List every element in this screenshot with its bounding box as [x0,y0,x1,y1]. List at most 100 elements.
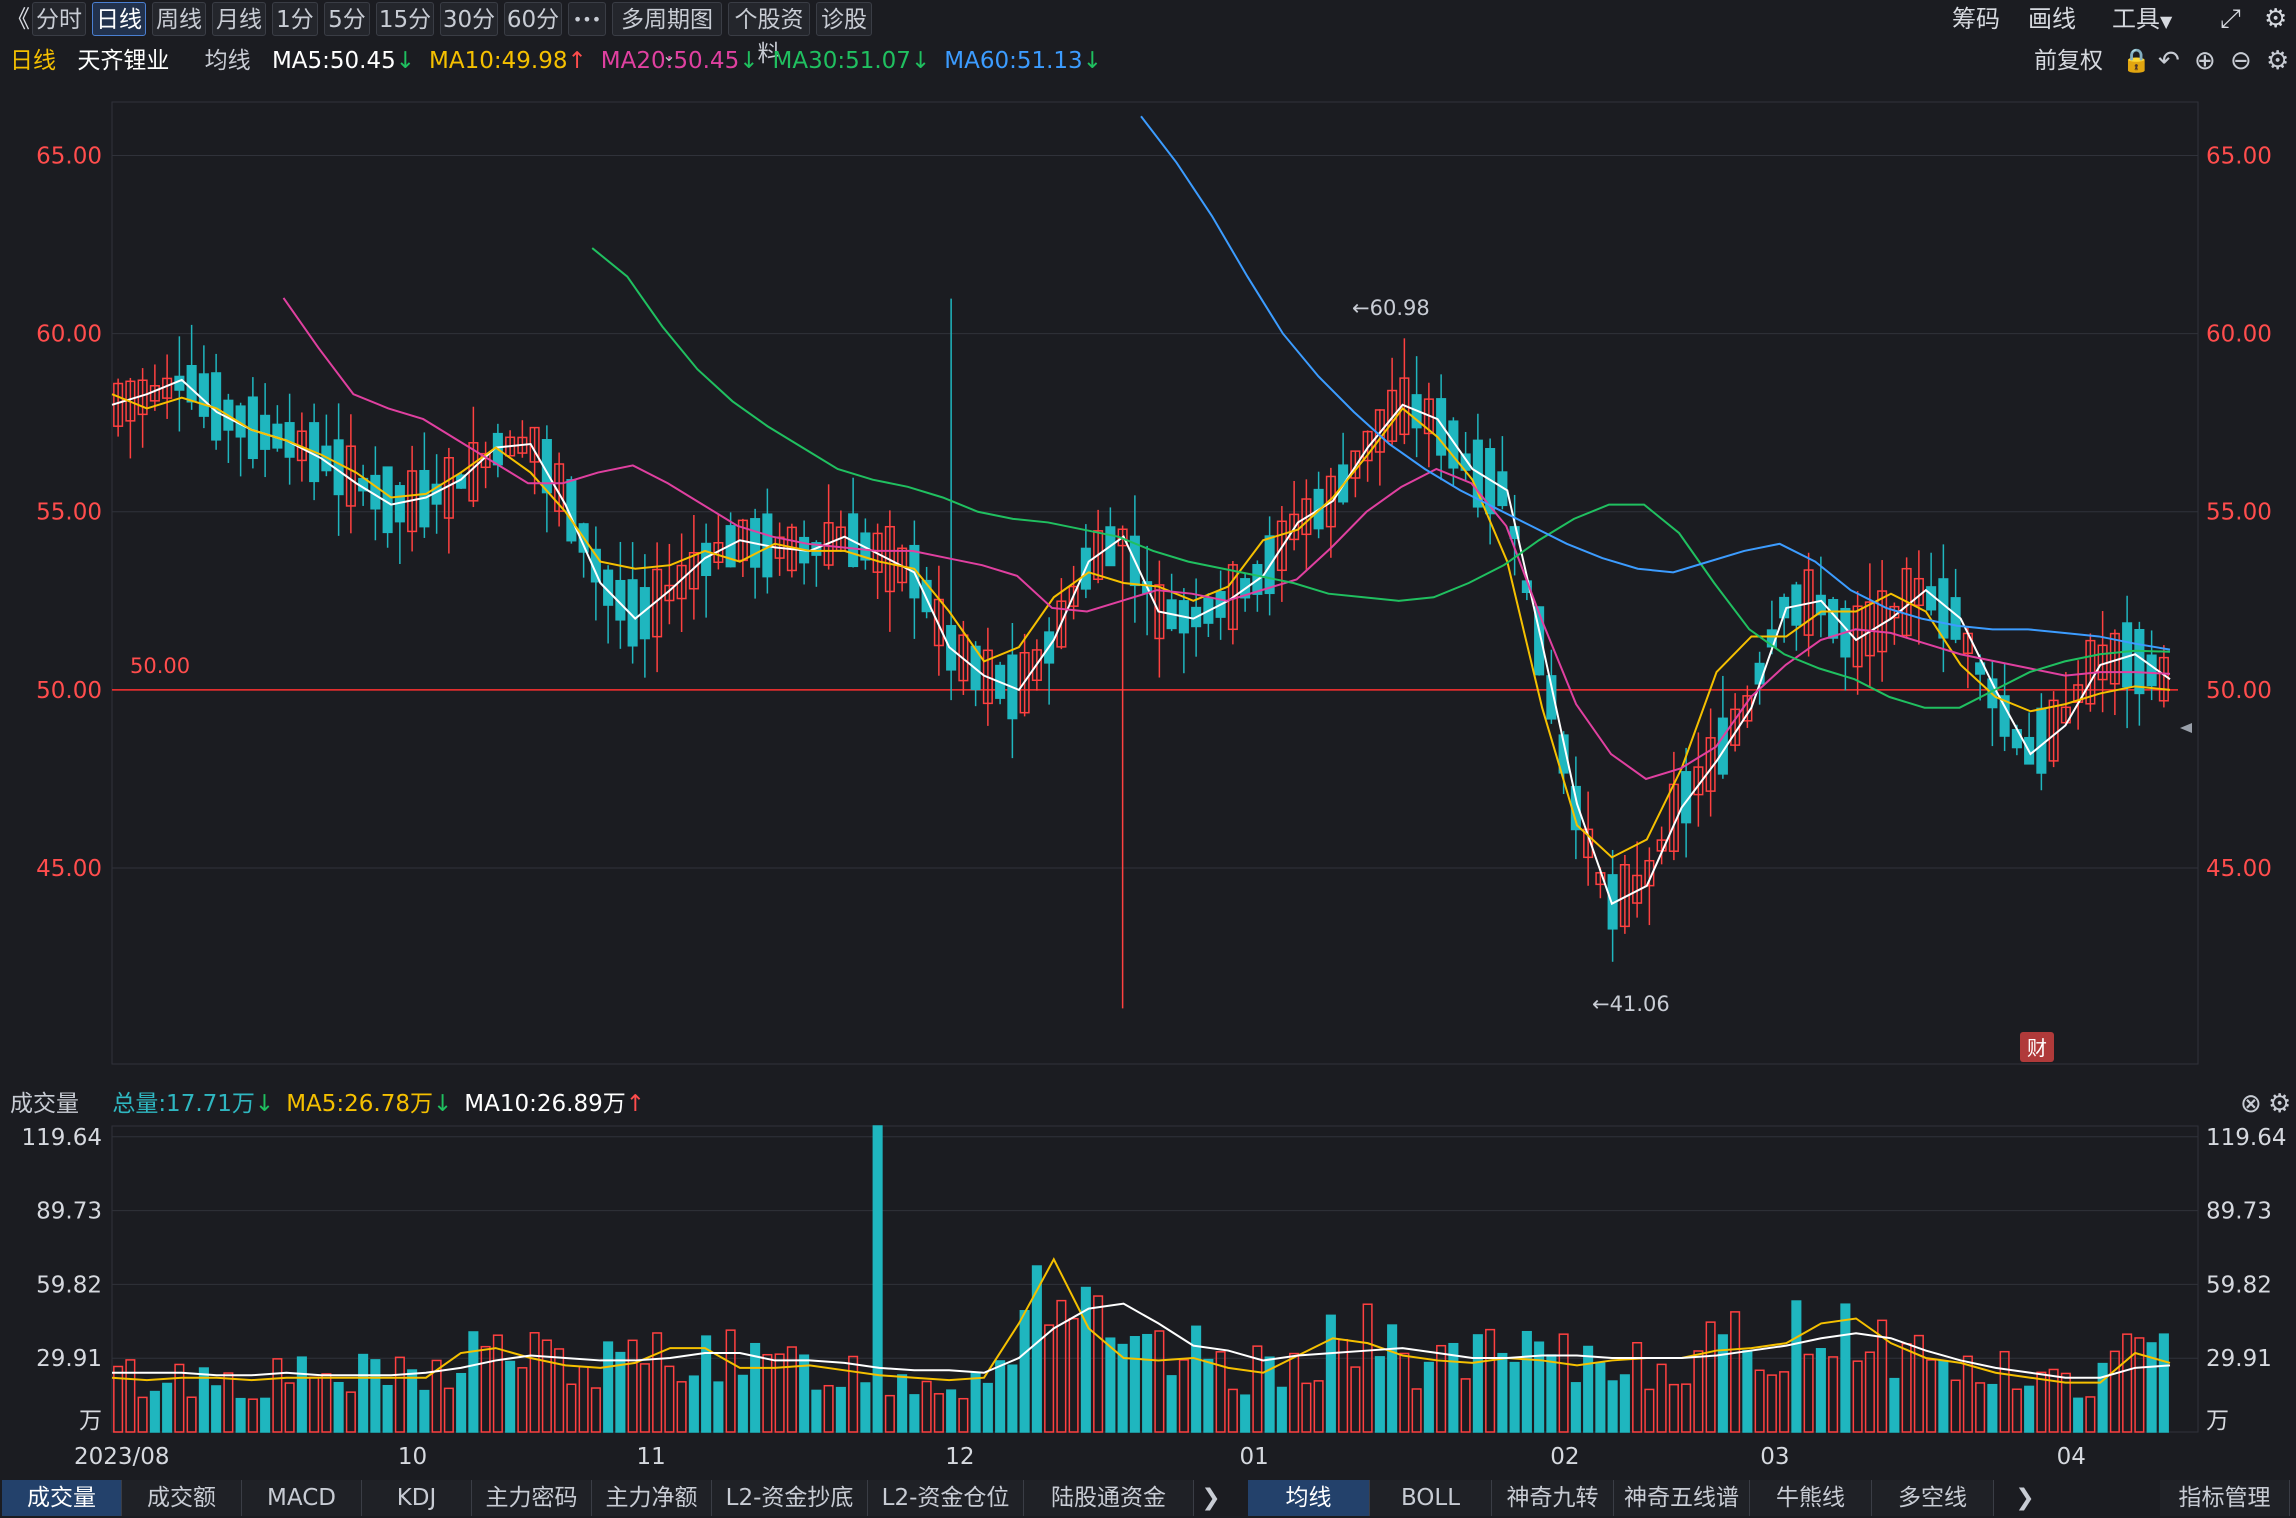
tools-menu-button[interactable]: 工具▼ [2112,2,2172,36]
volume-bar [1019,1310,1030,1433]
tab-weekly[interactable]: 周线 [152,2,206,36]
overlay-tab[interactable]: 均线 [1248,1480,1370,1516]
volume-bar [2109,1350,2120,1433]
y-tick-label: 55.00 [36,500,102,526]
volume-bar [799,1354,810,1433]
volume-stats: 总量:17.71万↓ MA5:26.78万↓ MA10:26.89万↑ [112,1091,657,1117]
fullscreen-icon[interactable]: ⤢ [2220,4,2241,34]
ma-label[interactable]: 均线 [204,48,251,74]
volume-bar [1129,1336,1140,1433]
candle-body [1534,606,1545,676]
indicator-tab[interactable]: 陆股通资金 [1024,1480,1194,1516]
indicator-tab[interactable]: KDJ [362,1480,472,1516]
tab-monthly[interactable]: 月线 [212,2,266,36]
volume-bar [1754,1369,1765,1433]
ma-line-ma10 [111,393,2171,859]
indicator-tab[interactable]: MACD [242,1480,362,1516]
indicator-tab[interactable]: 成交量 [2,1480,122,1516]
chips-button[interactable]: 筹码 [1952,5,2000,33]
volume-bar [982,1382,993,1433]
volume-bar [627,1339,638,1433]
volume-bar [737,1374,748,1433]
overlay-tab[interactable]: 神奇五线谱 [1614,1480,1750,1516]
zoom-in-icon[interactable]: ⊕ [2194,46,2216,76]
volume-bar [1411,1388,1422,1433]
volume-bar [1828,1356,1839,1433]
settings-icon[interactable]: ⚙ [2266,46,2290,76]
multi-period-dropdown[interactable]: 多周期图 ⌄ [612,2,722,65]
volume-bar [1105,1337,1116,1433]
draw-line-button[interactable]: 画线 [2028,5,2076,33]
chevron-right-icon[interactable]: ❯ [1201,1485,1221,1511]
undo-icon[interactable]: ↶ [2158,46,2180,76]
settings-icon[interactable]: ⚙ [2264,4,2288,34]
volume-bar [419,1389,430,1433]
chevron-down-icon: ⌄ [662,46,676,65]
volume-bars [113,1125,2169,1433]
tab-30min[interactable]: 30分 [440,2,498,36]
stock-info-button[interactable]: 个股资料 [728,2,810,67]
candlestick-chart[interactable]: 65.00 65.00 60.00 60.00 55.00 55.00 50.00 50.00… [0,80,2296,1080]
chevron-right-icon[interactable]: ❯ [2015,1485,2035,1511]
indicator-manage-button[interactable]: 指标管理 [2160,1480,2290,1516]
volume-bar [921,1380,932,1433]
volume-bar [1166,1375,1177,1433]
tab-1min[interactable]: 1分 [272,2,318,36]
settings-icon[interactable]: ⚙ [2268,1089,2292,1119]
y-tick-label: 119.64 [22,1125,102,1151]
volume-bar [1619,1374,1630,1433]
adjust-mode-button[interactable]: 前复权 [2034,48,2103,74]
volume-bar [786,1346,797,1433]
volume-bar [1546,1354,1557,1433]
volume-bar [2048,1368,2059,1433]
volume-bar [1191,1325,1202,1433]
volume-bar [1889,1377,1900,1433]
overlay-tab[interactable]: 牛熊线 [1750,1480,1872,1516]
volume-bar [1313,1380,1324,1433]
y-tick-label: 55.00 [2206,500,2272,526]
volume-bar [505,1360,516,1433]
finance-badge[interactable] [2020,1032,2054,1062]
tab-intraday[interactable]: 分时 [32,2,86,36]
volume-bar [652,1332,663,1433]
overlay-tab[interactable]: BOLL [1370,1480,1492,1516]
indicator-tab[interactable]: 主力净额 [592,1480,712,1516]
finance-badge-label: 财 [2027,1036,2047,1060]
volume-bar [1301,1382,1312,1433]
indicator-tab[interactable]: 主力密码 [472,1480,592,1516]
volume-bar [860,1382,871,1433]
tab-daily[interactable]: 日线 [92,2,146,36]
volume-bar [2060,1372,2071,1433]
tab-60min[interactable]: 60分 [504,2,562,36]
indicator-tab[interactable]: L2-资金抄底 [712,1480,868,1516]
overlay-tab[interactable]: 神奇九转 [1492,1480,1614,1516]
tab-5min[interactable]: 5分 [324,2,370,36]
volume-bar [590,1387,601,1433]
volume-bar [529,1332,540,1433]
volume-bar [137,1396,148,1433]
candle-body [958,634,969,682]
candle-body [1031,649,1042,682]
y-tick-label: 59.82 [2206,1272,2272,1298]
volume-chart[interactable]: 119.64 119.64 89.73 89.73 59.82 59.82 29.91 29.… [0,1122,2296,1478]
indicator-tab[interactable]: 成交额 [122,1480,242,1516]
candle-body [1497,471,1508,507]
indicator-tab[interactable]: L2-资金仓位 [868,1480,1024,1516]
volume-bar [688,1375,699,1433]
candle-body [872,532,883,573]
high-annotation: ←60.98 [1352,296,1430,320]
back-icon[interactable]: 《 [6,5,30,33]
overlay-tab[interactable]: 多空线 [1872,1480,1994,1516]
tab-15min[interactable]: 15分 [376,2,434,36]
volume-bar [750,1342,761,1433]
lock-icon[interactable]: 🔒 [2122,48,2151,74]
more-periods-button[interactable]: ••• [568,2,606,36]
close-icon[interactable]: ⊗ [2240,1089,2262,1119]
volume-bar [1864,1351,1875,1433]
volume-bar [492,1334,503,1433]
y-tick-label: 60.00 [2206,322,2272,348]
volume-bar [1240,1394,1251,1433]
zoom-out-icon[interactable]: ⊖ [2230,46,2252,76]
diagnose-button[interactable]: 诊股 [816,2,872,36]
volume-bar [1901,1343,1912,1433]
